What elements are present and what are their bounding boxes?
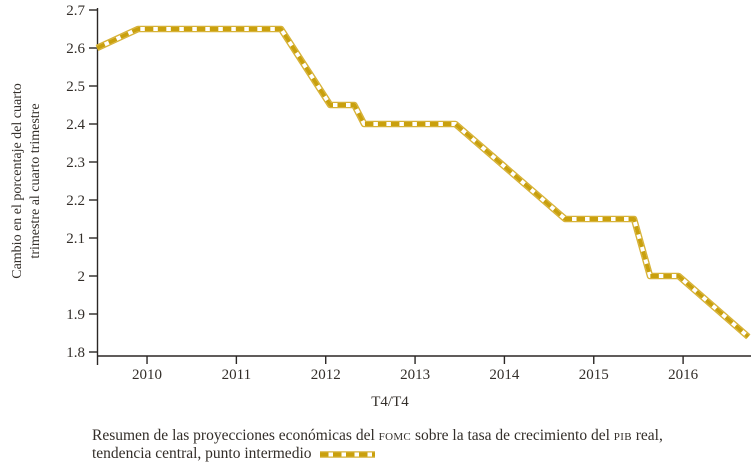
- figure-caption: Resumen de las proyecciones económicas d…: [92, 427, 663, 462]
- x-tick-label: 2014: [489, 367, 520, 383]
- x-tick-label: 2013: [400, 367, 430, 383]
- x-axis-title: T4/T4: [371, 394, 409, 410]
- caption-smallcaps-fomc: fomc: [378, 427, 412, 444]
- x-tick-label: 2015: [579, 367, 609, 383]
- y-tick-label: 2.4: [66, 117, 85, 133]
- caption-text: sobre la tasa de crecimiento del: [411, 427, 614, 444]
- y-tick-label: 2.6: [66, 41, 85, 57]
- y-tick-label: 2.2: [66, 193, 85, 209]
- legend-line-sample: [319, 450, 375, 458]
- caption-text: Resumen de las proyecciones económicas d…: [92, 427, 379, 444]
- x-tick-label: 2012: [311, 367, 341, 383]
- x-tick-label: 2010: [132, 367, 162, 383]
- caption-text: real,: [631, 427, 663, 444]
- x-tick-label: 2011: [222, 367, 251, 383]
- chart-canvas: 2.7 2.6 2.5 2.4 2.3 2.2 2.1 2 1.9 1.8 2010 2011 2012…: [66, 3, 751, 410]
- caption-line-2: tendencia central, punto intermedio: [92, 445, 663, 463]
- y-tick-label: 2: [78, 269, 86, 285]
- series-line-core: [96, 27, 750, 339]
- y-tick-label: 2.1: [66, 231, 85, 247]
- y-tick-label: 2.5: [66, 79, 85, 95]
- caption-legend-label: tendencia central, punto intermedio: [92, 444, 312, 462]
- y-tick-label: 2.7: [66, 3, 85, 19]
- series-line-dashes: [96, 27, 750, 339]
- y-tick-label: 2.3: [66, 155, 85, 171]
- x-tick-label: 2016: [668, 367, 699, 383]
- caption-line-1: Resumen de las proyecciones económicas d…: [92, 427, 663, 445]
- y-tick-label: 1.9: [66, 307, 85, 323]
- caption-smallcaps-pib: pib: [613, 427, 632, 444]
- series-line-outline: [95, 25, 751, 340]
- y-tick-label: 1.8: [66, 345, 85, 361]
